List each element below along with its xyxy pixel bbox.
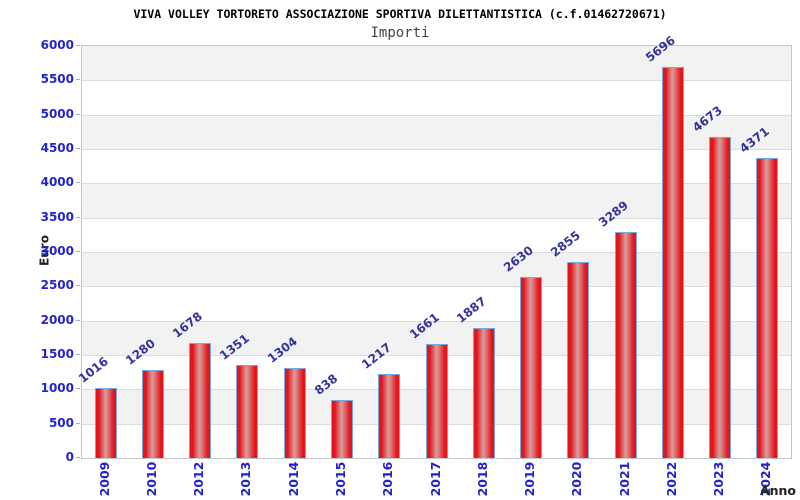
x-tick-label: 2014 <box>286 461 301 497</box>
bar-2019 <box>520 277 542 458</box>
x-tick-label: 2013 <box>238 461 253 497</box>
bar-2022 <box>662 67 684 458</box>
bar-2023 <box>709 137 731 458</box>
y-tick-mark <box>76 182 80 183</box>
plot-band <box>82 252 791 287</box>
y-tick-label: 3500 <box>40 210 74 224</box>
x-axis-title: Anno <box>759 483 796 498</box>
y-tick-mark <box>76 45 80 46</box>
gridline <box>82 252 791 253</box>
y-tick-label: 2000 <box>40 313 74 327</box>
bar-2012 <box>189 343 211 458</box>
plot-band <box>82 114 791 149</box>
gridline <box>82 321 791 322</box>
y-tick-mark <box>76 354 80 355</box>
gridline <box>82 80 791 81</box>
x-tick-label: 2023 <box>711 461 726 497</box>
gridline <box>82 183 791 184</box>
plot-band <box>82 183 791 218</box>
y-tick-mark <box>76 457 80 458</box>
bar-2018 <box>473 328 495 458</box>
bar-2015 <box>331 400 353 458</box>
gridline <box>82 286 791 287</box>
bar-2021 <box>615 232 637 458</box>
y-tick-label: 1000 <box>40 381 74 395</box>
plot-band <box>82 149 791 184</box>
x-tick-label: 2018 <box>475 461 490 497</box>
bar-2014 <box>284 368 306 458</box>
x-tick-label: 2020 <box>569 461 584 497</box>
bar-2017 <box>426 344 448 458</box>
bar-2009 <box>95 388 117 458</box>
x-tick-label: 2016 <box>380 461 395 497</box>
y-tick-label: 2500 <box>40 278 74 292</box>
y-tick-label: 500 <box>48 416 74 430</box>
y-tick-label: 6000 <box>40 38 74 52</box>
bar-2010 <box>142 370 164 458</box>
y-tick-mark <box>76 148 80 149</box>
y-tick-label: 1500 <box>40 347 74 361</box>
x-tick-label: 2012 <box>191 461 206 497</box>
gridline <box>82 149 791 150</box>
x-tick-label: 2021 <box>617 461 632 497</box>
plot-band <box>82 217 791 252</box>
y-tick-label: 4000 <box>40 175 74 189</box>
y-tick-mark <box>76 251 80 252</box>
gridline <box>82 115 791 116</box>
y-tick-mark <box>76 388 80 389</box>
x-tick-label: 2019 <box>522 461 537 497</box>
y-tick-label: 4500 <box>40 141 74 155</box>
bar-2024 <box>756 158 778 458</box>
chart-subtitle: Importi <box>370 25 430 41</box>
y-tick-mark <box>76 320 80 321</box>
plot-band <box>82 80 791 115</box>
plot-area: 1016 1280 1678 1351 1304 838 1217 1661 1887 2630 2… <box>76 33 792 459</box>
y-tick-label: 5000 <box>40 107 74 121</box>
plot-band <box>82 46 791 81</box>
y-tick-mark <box>76 114 80 115</box>
bar-2016 <box>378 374 400 458</box>
chart-title: VIVA VOLLEY TORTORETO ASSOCIAZIONE SPORT… <box>133 7 667 21</box>
x-tick-label: 2009 <box>97 461 112 497</box>
y-tick-label: 5500 <box>40 72 74 86</box>
x-tick-label: 2017 <box>428 461 443 497</box>
y-tick-label: 0 <box>65 450 74 464</box>
gridline <box>82 218 791 219</box>
x-tick-label: 2022 <box>664 461 679 497</box>
y-tick-label: 3000 <box>40 244 74 258</box>
y-tick-mark <box>76 79 80 80</box>
x-tick-label: 2010 <box>144 461 159 497</box>
x-tick-label: 2015 <box>333 461 348 497</box>
y-tick-mark <box>76 285 80 286</box>
y-tick-mark <box>76 217 80 218</box>
bar-2013 <box>236 365 258 458</box>
y-tick-mark <box>76 423 80 424</box>
bar-2020 <box>567 262 589 458</box>
